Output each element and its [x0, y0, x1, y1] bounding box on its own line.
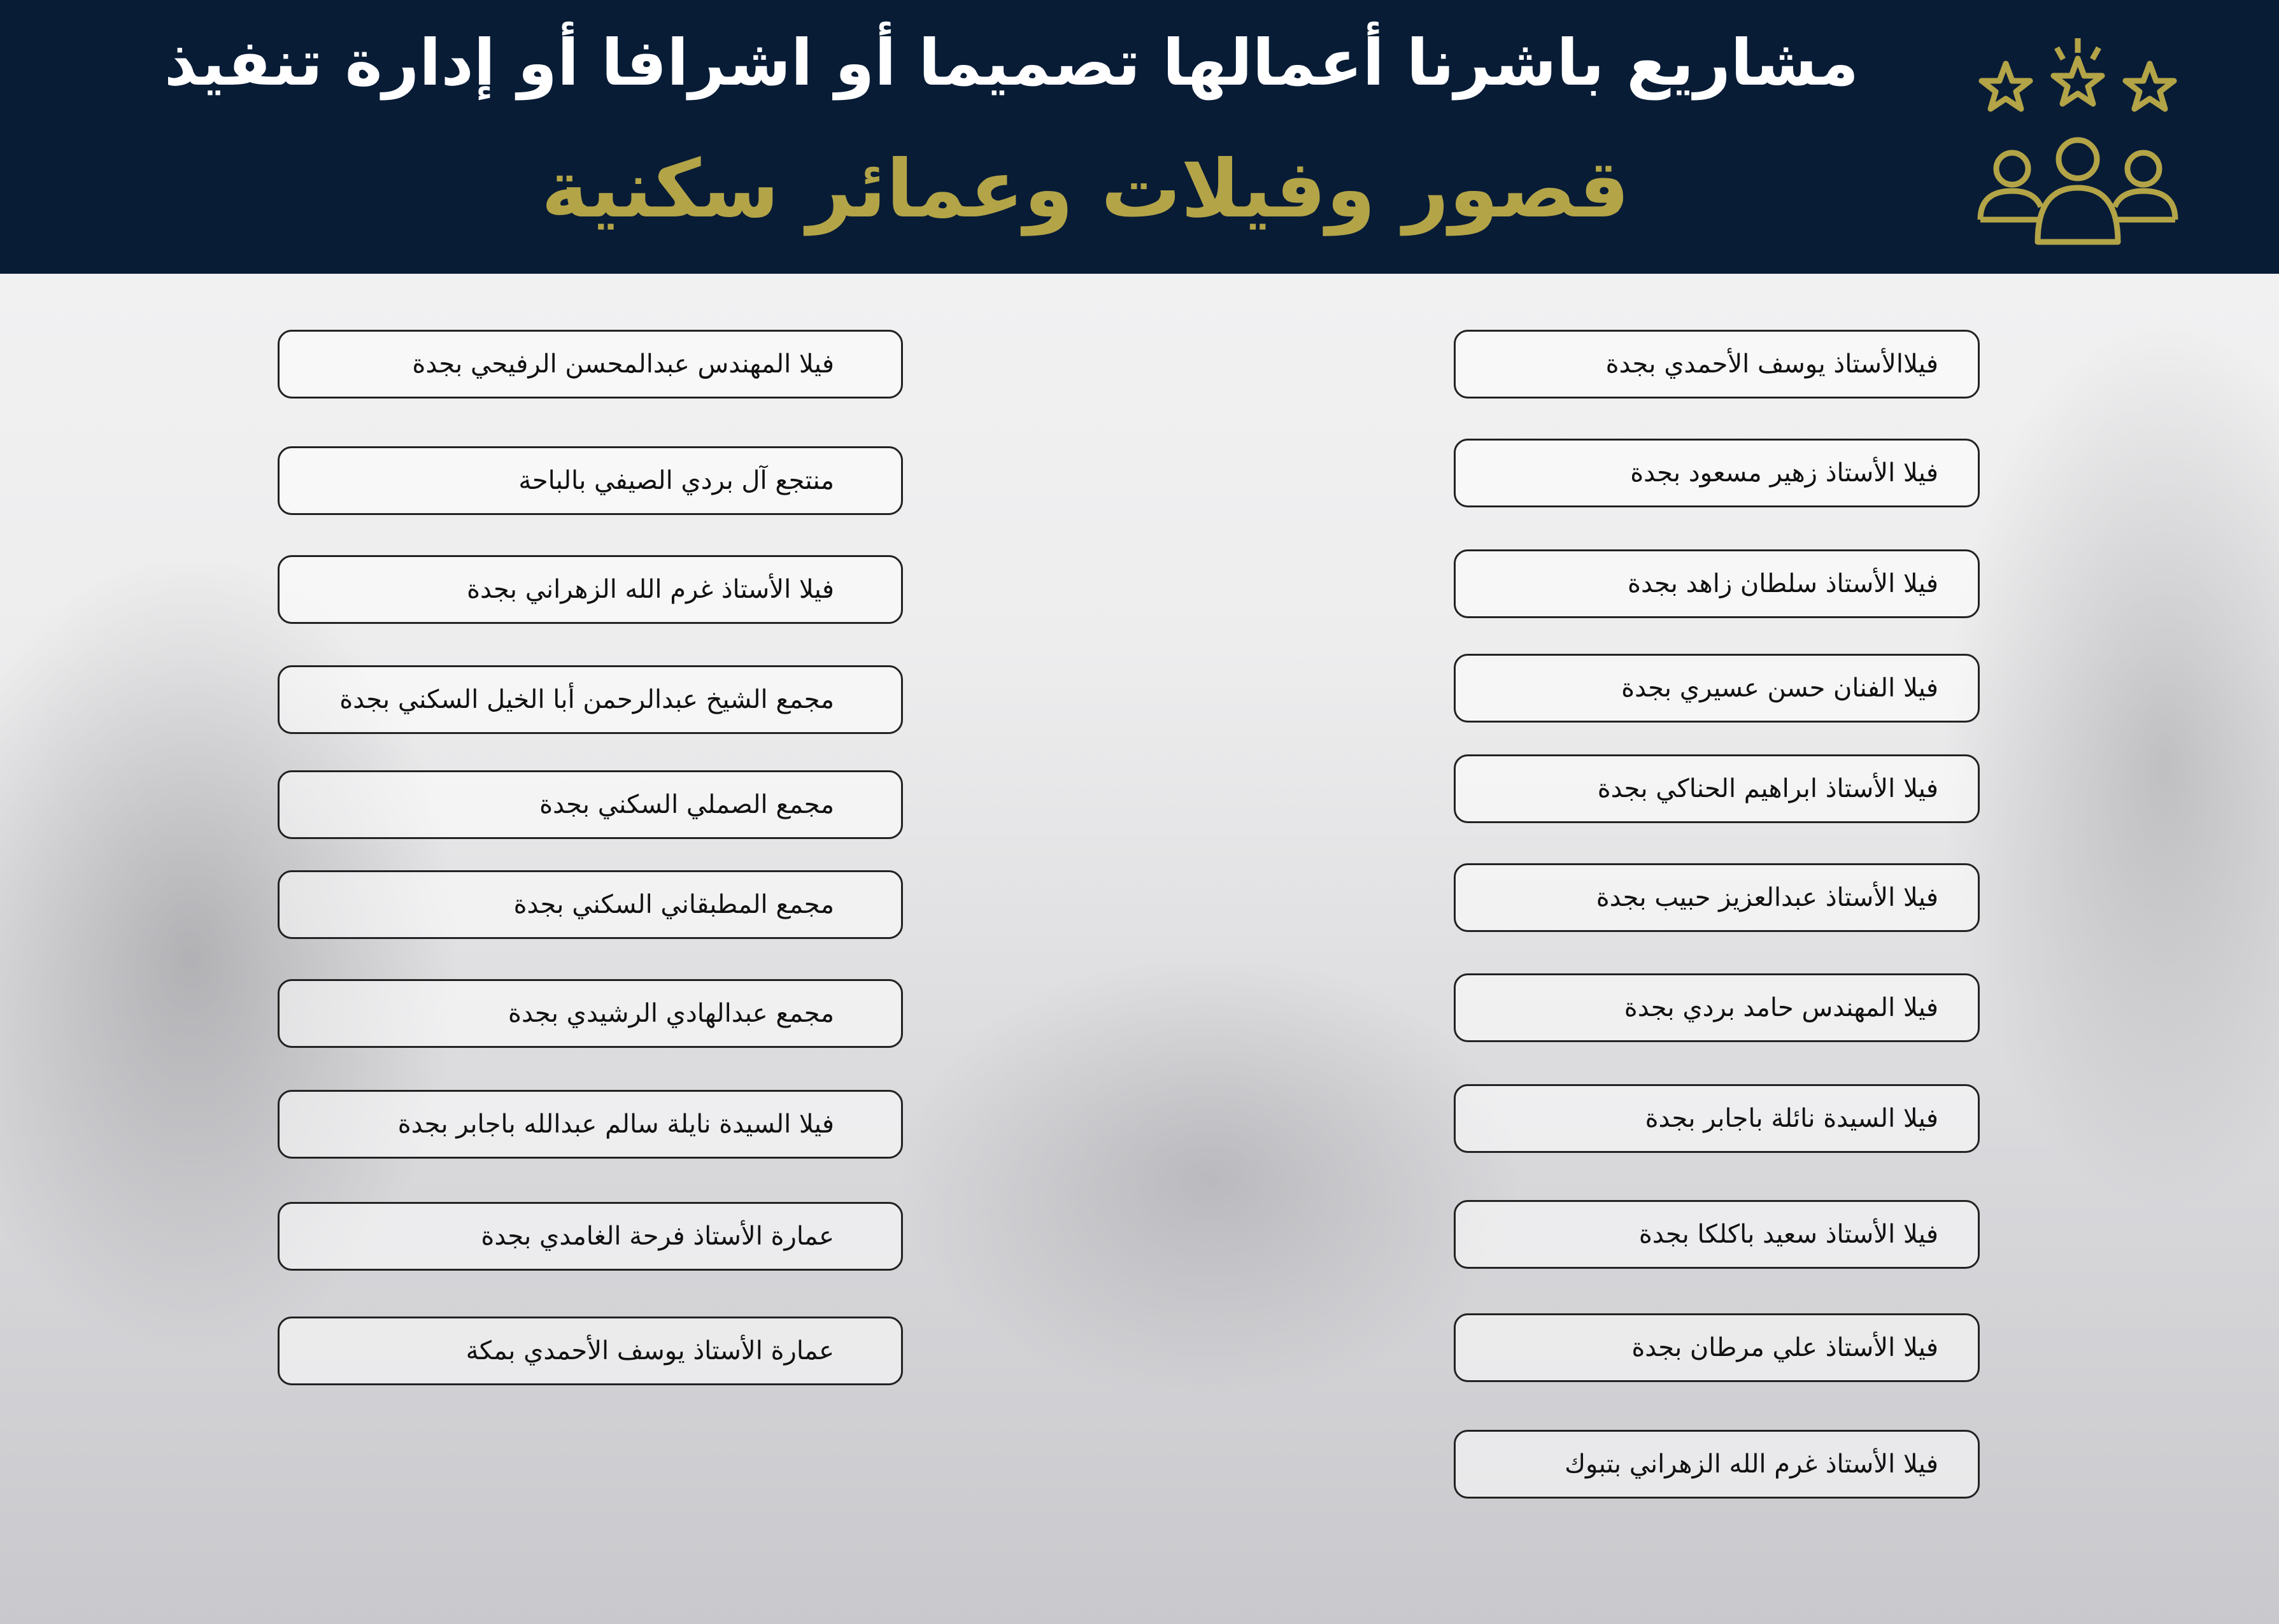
project-item: مجمع عبدالهادي الرشيدي بجدة: [278, 979, 903, 1048]
project-item: منتجع آل بردي الصيفي بالباحة: [278, 446, 903, 515]
project-item: عمارة الأستاذ يوسف الأحمدي بمكة: [278, 1317, 903, 1385]
project-item: فيلا السيدة نائلة باجابر بجدة: [1454, 1084, 1980, 1153]
project-item: فيلا الأستاذ غرم الله الزهراني بجدة: [278, 555, 903, 624]
project-item: فيلا الأستاذ علي مرطان بجدة: [1454, 1313, 1980, 1382]
project-item: فيلا الأستاذ ابراهيم الحناكي بجدة: [1454, 754, 1980, 823]
project-item: مجمع الشيخ عبدالرحمن أبا الخيل السكني بج…: [278, 665, 903, 734]
project-item: فيلا المهندس حامد بردي بجدة: [1454, 973, 1980, 1042]
project-item: فيلا المهندس عبدالمحسن الرفيحي بجدة: [278, 330, 903, 399]
project-item: فيلا السيدة نايلة سالم عبدالله باجابر بج…: [278, 1090, 903, 1159]
project-item: فيلا الأستاذ سعيد باكلكا بجدة: [1454, 1200, 1980, 1269]
stars-and-people-icon: [1977, 38, 2178, 245]
project-item: فيلاالأستاذ يوسف الأحمدي بجدة: [1454, 330, 1980, 399]
project-item: عمارة الأستاذ فرحة الغامدي بجدة: [278, 1202, 903, 1271]
project-item: فيلا الأستاذ سلطان زاهد بجدة: [1454, 549, 1980, 618]
project-item: مجمع الصملي السكني بجدة: [278, 770, 903, 839]
header-banner: مشاريع باشرنا أعمالها تصميما أو اشرافا أ…: [0, 0, 2279, 274]
project-item: مجمع المطبقاني السكني بجدة: [278, 870, 903, 939]
page-subtitle: قصور وفيلات وعمائر سكنية: [541, 143, 1629, 236]
project-item: فيلا الأستاذ زهير مسعود بجدة: [1454, 439, 1980, 507]
project-item: فيلا الأستاذ عبدالعزيز حبيب بجدة: [1454, 863, 1980, 932]
page-title: مشاريع باشرنا أعمالها تصميما أو اشرافا أ…: [164, 25, 1859, 100]
project-item: فيلا الأستاذ غرم الله الزهراني بتبوك: [1454, 1430, 1980, 1499]
project-item: فيلا الفنان حسن عسيري بجدة: [1454, 654, 1980, 723]
